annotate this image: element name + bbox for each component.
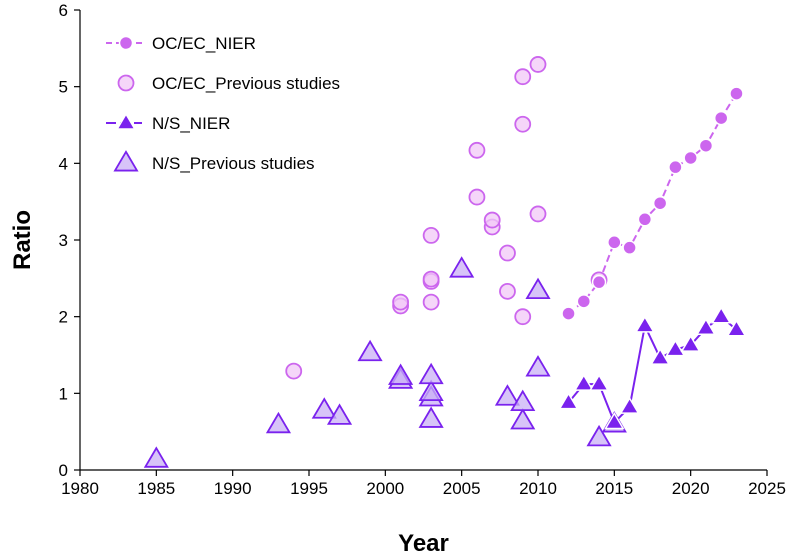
data-point [561, 306, 576, 321]
y-tick-label: 2 [59, 308, 68, 327]
data-point [668, 159, 683, 175]
data-point [422, 293, 440, 311]
data-point [468, 188, 486, 206]
data-point [285, 362, 303, 380]
data-point [510, 389, 536, 411]
y-axis: 0 1 2 3 4 5 6 [59, 1, 80, 480]
x-tick-label: 2005 [443, 479, 481, 498]
y-tick-label: 5 [59, 78, 68, 97]
legend-label: N/S_NIER [152, 114, 230, 133]
legend-item: OC/EC_Previous studies [117, 74, 340, 93]
y-tick-label: 1 [59, 384, 68, 403]
legend-marker [117, 74, 135, 92]
data-point [726, 319, 747, 337]
x-tick-label: 1985 [137, 479, 175, 498]
data-point [634, 315, 655, 333]
data-point [326, 403, 353, 425]
data-point [652, 195, 668, 211]
data-point [357, 339, 383, 362]
data-point [468, 141, 486, 159]
data-point [665, 339, 686, 357]
data-point [529, 205, 547, 223]
data-point [607, 235, 622, 250]
y-tick-label: 3 [59, 231, 68, 250]
data-point [422, 270, 440, 288]
data-point [573, 373, 594, 391]
data-point [576, 294, 592, 309]
series-2 [558, 306, 747, 430]
y-tick-label: 4 [59, 154, 68, 173]
data-point [388, 363, 414, 385]
data-point [392, 293, 410, 311]
data-point [499, 282, 516, 300]
data-point [514, 115, 532, 133]
legend-marker [118, 35, 134, 51]
x-tick-label: 2010 [519, 479, 557, 498]
y-tick-label: 6 [59, 1, 68, 20]
x-axis: 1980 1985 1990 1995 2000 2005 2010 2015 2020 2025 [61, 470, 786, 498]
series-0 [561, 86, 744, 321]
y-tick-label: 0 [59, 461, 68, 480]
data-point [529, 56, 547, 73]
data-point [311, 397, 337, 419]
x-tick-label: 2015 [595, 479, 633, 498]
legend-marker [115, 112, 137, 130]
data-point [422, 226, 440, 244]
data-point [622, 240, 637, 255]
legend-label: OC/EC_NIER [152, 34, 256, 53]
series-3 [143, 256, 627, 468]
legend-item: OC/EC_NIER [106, 34, 256, 53]
data-point [449, 256, 475, 278]
data-point [619, 396, 640, 414]
data-point [586, 424, 612, 447]
data-point [680, 334, 701, 352]
data-point [698, 138, 714, 153]
x-tick-label: 1990 [214, 479, 252, 498]
x-tick-label: 2020 [672, 479, 710, 498]
x-tick-label: 2025 [748, 479, 786, 498]
data-point [558, 392, 579, 410]
data-point [494, 384, 521, 406]
data-point [729, 86, 744, 101]
x-tick-label: 1980 [61, 479, 99, 498]
x-tick-label: 2000 [366, 479, 404, 498]
data-point [265, 411, 292, 434]
data-point [591, 274, 607, 290]
data-point [499, 244, 516, 262]
legend-item: N/S_Previous studies [113, 150, 315, 173]
data-point [510, 407, 536, 430]
data-point [514, 308, 532, 326]
x-axis-title: Year [398, 530, 449, 557]
data-point [525, 355, 551, 377]
data-point [143, 446, 169, 468]
legend-marker [113, 150, 139, 172]
data-point [711, 306, 732, 324]
data-point [418, 379, 444, 402]
data-point [637, 212, 653, 227]
series-1 [285, 56, 608, 380]
data-point [713, 110, 729, 126]
data-point [483, 211, 501, 229]
legend: OC/EC_NIER OC/EC_Previous studies N/S_NIER… [106, 34, 340, 173]
legend-label: OC/EC_Previous studies [152, 74, 340, 93]
y-axis-title: Ratio [9, 210, 36, 270]
legend-label: N/S_Previous studies [152, 154, 315, 173]
data-point [683, 150, 698, 166]
data-point [588, 373, 610, 391]
data-point [525, 277, 551, 300]
data-point [418, 362, 444, 385]
data-point [695, 317, 717, 335]
series-layer [143, 56, 747, 468]
data-point [418, 406, 444, 428]
series-line [567, 93, 738, 315]
data-point [604, 412, 625, 430]
legend-item: N/S_NIER [106, 112, 230, 133]
data-point [514, 68, 532, 86]
data-point [650, 347, 671, 365]
x-tick-label: 1995 [290, 479, 328, 498]
